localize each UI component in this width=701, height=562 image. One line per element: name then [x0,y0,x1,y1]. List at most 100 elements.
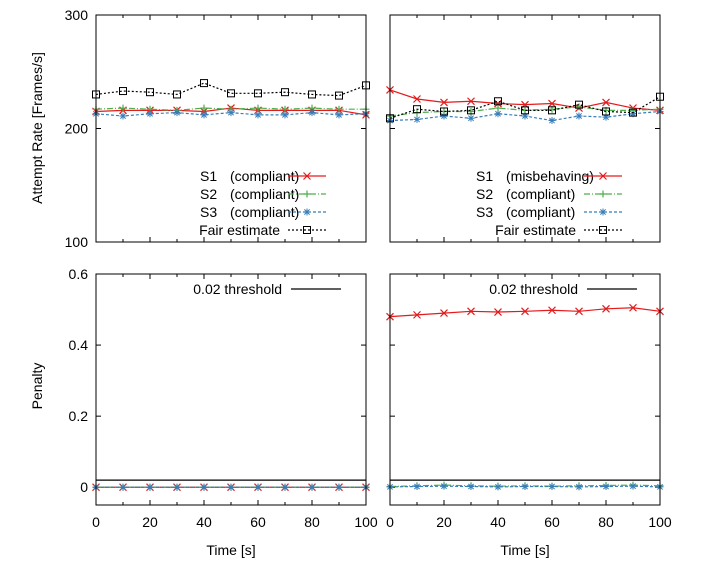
panel-bottom-left: 0 20 40 60 80 100 0 0.2 0.4 0.6 0.02 threshold [69,266,378,530]
data-point [494,110,502,118]
data-point [548,483,556,491]
legend-series-name: S1 [476,168,493,184]
legend-series-name: S2 [476,186,493,202]
data-point [146,110,154,118]
legend: S1 (compliant) S2 (compliant) S3 (compliant) F… [199,168,326,238]
data-point [335,91,343,100]
data-point [602,98,610,107]
x-tick-label: 0 [386,514,394,530]
data-point [281,88,289,97]
data-point [254,104,262,112]
plot-frame [389,273,661,506]
legend: 0.02 threshold [193,281,341,297]
data-point [575,307,583,316]
legend-marker [599,190,607,198]
data-point [440,98,448,107]
legend-series-name: S3 [200,204,217,220]
x-axis-label-right: Time [s] [500,542,549,558]
legend-series-tag: (compliant) [506,204,575,220]
legend-series-tag: (compliant) [230,186,299,202]
legend-marker [303,190,311,198]
plot-frame [389,14,661,243]
data-point [548,106,556,115]
y-tick-label: 300 [65,7,89,23]
data-point [227,483,235,491]
data-point [440,482,448,490]
x-tick-label: 100 [354,514,378,530]
legend-series-name: Fair estimate [199,222,280,238]
data-point [548,99,556,108]
data-point [494,308,502,316]
data-point [119,87,127,96]
x-tick-label: 60 [250,514,266,530]
data-point [254,89,262,98]
data-point [119,483,127,491]
plot-frame [95,273,367,506]
x-tick-label: 80 [304,514,320,530]
data-point [200,483,208,491]
data-point [308,109,316,117]
data-point [440,107,448,116]
legend-marker [599,226,607,234]
data-point [413,310,421,319]
x-tick-label: 20 [142,514,158,530]
data-point [146,88,154,97]
data-point [440,112,448,120]
legend-series-tag: (compliant) [230,204,299,220]
data-point [629,303,637,312]
data-point [119,104,127,112]
data-point [173,90,181,99]
data-point [629,110,637,118]
legend-series-name: 0.02 threshold [193,281,282,297]
y-tick-label: 0.6 [69,266,89,282]
data-point [227,109,235,117]
data-point [413,95,421,103]
data-point [521,483,529,491]
data-point [467,483,475,491]
data-point [602,113,610,121]
data-point [200,111,208,119]
data-point [173,109,181,117]
data-point [281,483,289,491]
data-point [494,97,502,106]
data-point [254,111,262,119]
series-line [389,307,661,318]
legend: 0.02 threshold [489,281,637,297]
x-tick-label: 80 [598,514,614,530]
legend-marker [303,226,311,234]
legend-marker [599,208,607,216]
legend-series-name: S3 [476,204,493,220]
data-point [548,306,556,315]
data-point [467,106,475,115]
panel-bottom-right: 0 20 40 60 80 100 0.02 threshold [386,273,672,530]
data-point [281,111,289,119]
data-point [173,483,181,491]
data-point [494,99,502,108]
data-point [521,112,529,120]
panel-top-left: 100 200 300 S1 (compliant) S2 (compliant) S3 (co… [65,7,370,250]
data-point [413,115,421,123]
x-axis-label-left: Time [s] [206,542,255,558]
data-point [467,114,475,122]
x-tick-label: 20 [436,514,452,530]
data-point [467,97,475,106]
legend-series-name: Fair estimate [495,222,576,238]
data-point [575,483,583,491]
legend-series-tag: (misbehaving) [506,168,594,184]
x-tick-label: 40 [196,514,212,530]
x-tick-label: 60 [544,514,560,530]
legend-series-name: 0.02 threshold [489,281,578,297]
data-point [548,117,556,125]
data-point [467,307,475,316]
data-point [602,304,610,313]
data-point [200,104,208,112]
y-tick-label: 0.2 [69,408,89,424]
data-point [629,108,637,117]
panel-top-right: S1 (misbehaving) S2 (compliant) S3 (compliant… [386,14,664,243]
legend: S1 (misbehaving) S2 (compliant) S3 (compliant… [476,168,622,238]
y-axis-label-attempt-rate: Attempt Rate [Frames/s] [29,52,45,204]
legend-series-name: S1 [200,168,217,184]
data-point [413,105,421,114]
data-point [146,483,154,491]
data-point [413,483,421,491]
